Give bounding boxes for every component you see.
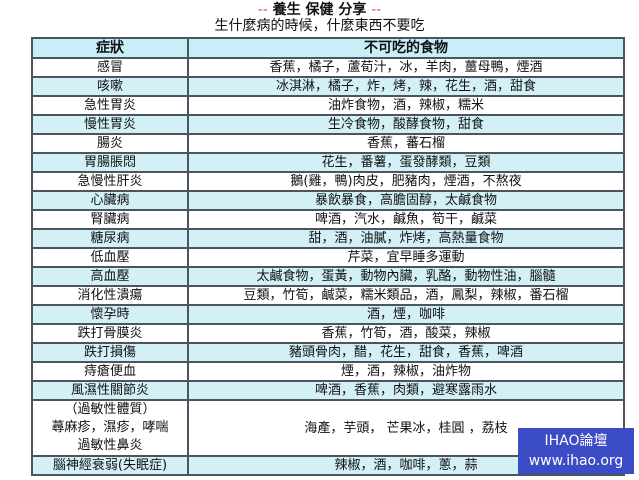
symptom-cell: 糖尿病 bbox=[31, 228, 189, 249]
symptom-cell: 腦神經衰弱(失眠症) bbox=[31, 455, 189, 476]
table-row: 心臟病 暴飲暴食，高膽固醇，太鹹食物 bbox=[31, 190, 625, 211]
watermark-name: IHAO論壇 bbox=[544, 433, 608, 449]
symptom-cell: 消化性潰瘍 bbox=[31, 285, 189, 306]
foods-cell: 豬頭骨肉，醋，花生，甜食，香蕉，啤酒 bbox=[187, 342, 625, 363]
table-row: 急慢性肝炎 鵝(雞，鴨)肉皮，肥豬肉，煙酒，不熬夜 bbox=[31, 171, 625, 192]
title-dash-right: -- bbox=[371, 2, 382, 18]
symptom-cell: 懷孕時 bbox=[31, 304, 189, 325]
page-title: -- 養生 保健 分享 -- bbox=[0, 1, 639, 19]
symptom-cell: 感冒 bbox=[31, 57, 189, 78]
foods-cell: 煙，酒，辣椒，油炸物 bbox=[187, 361, 625, 382]
foods-cell: 生冷食物，酸酵食物，甜食 bbox=[187, 114, 625, 135]
table-row: 急性胃炎 油炸食物，酒，辣椒，糯米 bbox=[31, 95, 625, 116]
symptom-cell: （過敏性體質） 蕁麻疹，濕疹，哮喘 過敏性鼻炎 bbox=[31, 399, 189, 457]
symptom-cell: 急性胃炎 bbox=[31, 95, 189, 116]
table-row: 胃腸脹悶 花生，番薯，蛋發酵類，豆類 bbox=[31, 152, 625, 173]
symptom-cell: 心臟病 bbox=[31, 190, 189, 211]
table-row: 高血壓 太鹹食物，蛋黃，動物內臟，乳酪，動物性油，腦髓 bbox=[31, 266, 625, 287]
symptom-line: （過敏性體質） bbox=[64, 402, 156, 417]
foods-cell: 啤酒，汽水，鹹魚，筍干，鹹菜 bbox=[187, 209, 625, 230]
symptom-cell: 腸炎 bbox=[31, 133, 189, 154]
foods-cell: 酒，煙，咖啡 bbox=[187, 304, 625, 325]
title-dash-left: -- bbox=[257, 2, 268, 18]
foods-cell: 啤酒，香蕉，肉類，避寒露雨水 bbox=[187, 380, 625, 401]
foods-cell: 暴飲暴食，高膽固醇，太鹹食物 bbox=[187, 190, 625, 211]
table-row: 腦神經衰弱(失眠症) 辣椒，酒，咖啡，蔥，蒜 bbox=[31, 455, 625, 476]
table-row: 咳嗽 冰淇淋，橘子，炸，烤，辣，花生，酒，甜食 bbox=[31, 76, 625, 97]
table-row: 風濕性關節炎 啤酒，香蕉，肉類，避寒露雨水 bbox=[31, 380, 625, 401]
header-foods: 不可吃的食物 bbox=[187, 37, 625, 59]
watermark-url: www.ihao.org bbox=[528, 453, 624, 469]
foods-cell: 油炸食物，酒，辣椒，糯米 bbox=[187, 95, 625, 116]
table-row: 低血壓 芹菜，宜早睡多運動 bbox=[31, 247, 625, 268]
header-symptom: 症狀 bbox=[31, 37, 189, 59]
symptom-cell: 低血壓 bbox=[31, 247, 189, 268]
table-header-row: 症狀 不可吃的食物 bbox=[31, 37, 625, 59]
table-row: 跌打損傷 豬頭骨肉，醋，花生，甜食，香蕉，啤酒 bbox=[31, 342, 625, 363]
foods-cell: 香蕉，竹筍，酒，酸菜，辣椒 bbox=[187, 323, 625, 344]
foods-cell: 甜，酒，油膩，炸烤，高熱量食物 bbox=[187, 228, 625, 249]
foods-cell: 鵝(雞，鴨)肉皮，肥豬肉，煙酒，不熬夜 bbox=[187, 171, 625, 192]
food-avoidance-table: 症狀 不可吃的食物 感冒 香蕉，橘子，蘆荀汁，冰，羊肉，薑母鴨，煙酒 咳嗽 冰淇淋，橘… bbox=[31, 37, 625, 476]
table-row: 跌打骨膜炎 香蕉，竹筍，酒，酸菜，辣椒 bbox=[31, 323, 625, 344]
watermark-logo: IHAO論壇 www.ihao.org bbox=[518, 428, 634, 474]
symptom-cell: 急慢性肝炎 bbox=[31, 171, 189, 192]
symptom-cell: 咳嗽 bbox=[31, 76, 189, 97]
symptom-cell: 跌打骨膜炎 bbox=[31, 323, 189, 344]
symptom-cell: 痔瘡便血 bbox=[31, 361, 189, 382]
symptom-line: 過敏性鼻炎 bbox=[77, 438, 143, 453]
symptom-cell: 高血壓 bbox=[31, 266, 189, 287]
foods-cell: 香蕉，蕃石榴 bbox=[187, 133, 625, 154]
title-text: 養生 保健 分享 bbox=[272, 2, 367, 18]
table-row: 消化性潰瘍 豆類，竹筍，鹹菜，糯米類品，酒，鳳梨，辣椒，番石榴 bbox=[31, 285, 625, 306]
foods-cell: 香蕉，橘子，蘆荀汁，冰，羊肉，薑母鴨，煙酒 bbox=[187, 57, 625, 78]
symptom-cell: 慢性胃炎 bbox=[31, 114, 189, 135]
table-row: 慢性胃炎 生冷食物，酸酵食物，甜食 bbox=[31, 114, 625, 135]
symptom-cell: 風濕性關節炎 bbox=[31, 380, 189, 401]
table-row: （過敏性體質） 蕁麻疹，濕疹，哮喘 過敏性鼻炎 海產，芋頭， 芒果冰，桂圓 ，荔枝 bbox=[31, 399, 625, 457]
foods-cell: 冰淇淋，橘子，炸，烤，辣，花生，酒，甜食 bbox=[187, 76, 625, 97]
foods-cell: 芹菜，宜早睡多運動 bbox=[187, 247, 625, 268]
table-row: 感冒 香蕉，橘子，蘆荀汁，冰，羊肉，薑母鴨，煙酒 bbox=[31, 57, 625, 78]
subtitle: 生什麼病的時候，什麼東西不要吃 bbox=[214, 18, 425, 34]
table-row: 腸炎 香蕉，蕃石榴 bbox=[31, 133, 625, 154]
symptom-cell: 胃腸脹悶 bbox=[31, 152, 189, 173]
table-row: 腎臟病 啤酒，汽水，鹹魚，筍干，鹹菜 bbox=[31, 209, 625, 230]
foods-cell: 辣椒，酒，咖啡，蔥，蒜 bbox=[187, 455, 625, 476]
symptom-cell: 腎臟病 bbox=[31, 209, 189, 230]
table-row: 痔瘡便血 煙，酒，辣椒，油炸物 bbox=[31, 361, 625, 382]
symptom-cell: 跌打損傷 bbox=[31, 342, 189, 363]
symptom-line: 蕁麻疹，濕疹，哮喘 bbox=[51, 420, 169, 435]
table-row: 懷孕時 酒，煙，咖啡 bbox=[31, 304, 625, 325]
foods-cell: 太鹹食物，蛋黃，動物內臟，乳酪，動物性油，腦髓 bbox=[187, 266, 625, 287]
table-row: 糖尿病 甜，酒，油膩，炸烤，高熱量食物 bbox=[31, 228, 625, 249]
foods-cell: 花生，番薯，蛋發酵類，豆類 bbox=[187, 152, 625, 173]
foods-cell: 豆類，竹筍，鹹菜，糯米類品，酒，鳳梨，辣椒，番石榴 bbox=[187, 285, 625, 306]
